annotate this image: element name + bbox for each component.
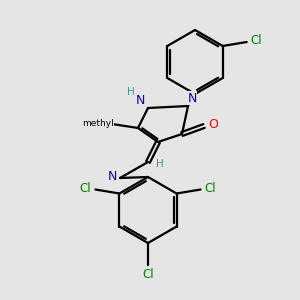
Text: H: H <box>127 87 135 97</box>
Text: Cl: Cl <box>142 268 154 281</box>
Text: H: H <box>156 159 164 169</box>
Text: Cl: Cl <box>205 182 216 195</box>
Text: O: O <box>208 118 218 130</box>
Text: N: N <box>135 94 145 106</box>
Text: N: N <box>187 92 197 104</box>
Text: Cl: Cl <box>250 34 262 47</box>
Text: N: N <box>107 170 117 184</box>
Text: methyl: methyl <box>82 118 114 127</box>
Text: Cl: Cl <box>80 182 91 195</box>
